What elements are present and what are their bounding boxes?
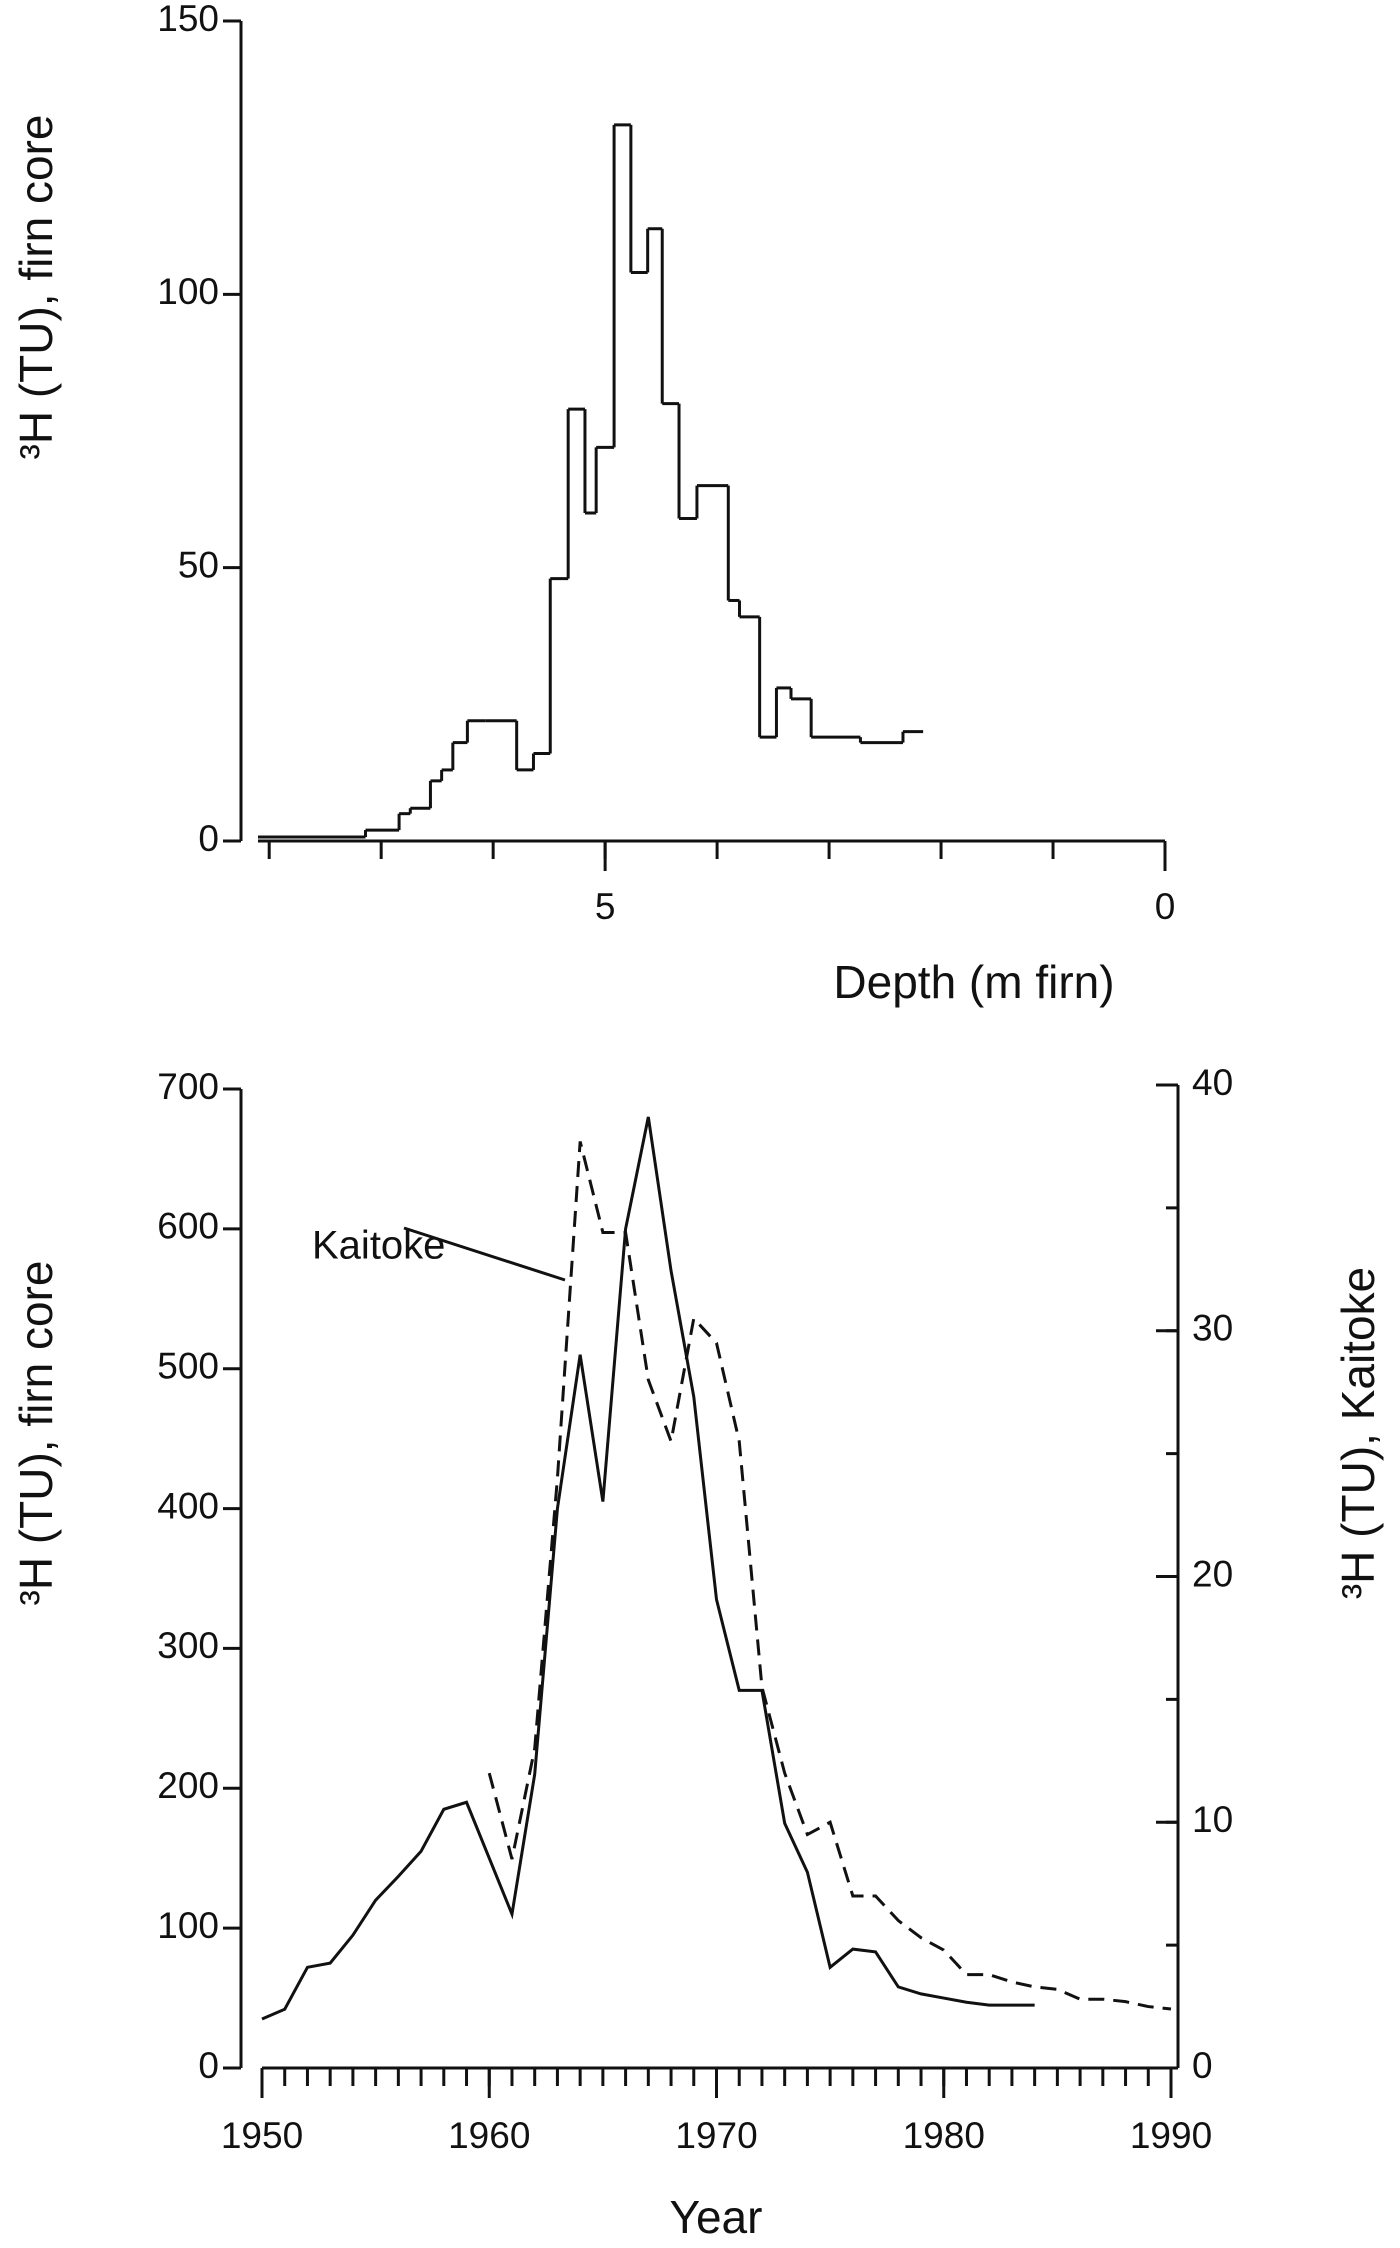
data-line [487, 1141, 1172, 2011]
y2-tick-label: 10 [1192, 1799, 1233, 1840]
x-tick-label: 1960 [448, 2115, 530, 2156]
y-tick-label: 600 [157, 1206, 219, 1247]
y2-tick-label: 0 [1192, 2045, 1213, 2086]
y-axis-title: ³H (TU), firn core [10, 1261, 62, 1606]
y-tick-label: 200 [157, 1765, 219, 1806]
data-line [261, 1116, 1035, 2021]
y-tick-label: 150 [157, 0, 219, 39]
y-tick-label: 500 [157, 1345, 219, 1386]
y-tick-label: 0 [198, 818, 219, 859]
y-tick-label: 400 [157, 1485, 219, 1526]
x-tick-label: 1950 [221, 2115, 303, 2156]
x-tick-label: 1980 [903, 2115, 985, 2156]
x-axis-title: Year [670, 2191, 763, 2243]
y-tick-label: 50 [178, 544, 219, 585]
y2-axis-title: ³H (TU), Kaitoke [1332, 1267, 1384, 1599]
annotation-leader [403, 1226, 566, 1282]
x-tick-label: 0 [1155, 886, 1176, 927]
y2-tick-label: 30 [1192, 1308, 1233, 1349]
x-tick-label: 5 [595, 886, 616, 927]
y-tick-label: 0 [198, 2045, 219, 2086]
x-tick-label: 1970 [675, 2115, 757, 2156]
y-axis-title: ³H (TU), firn core [10, 115, 62, 460]
x-tick-label: 1990 [1130, 2115, 1212, 2156]
y-tick-label: 100 [157, 1905, 219, 1946]
y-tick-label: 300 [157, 1625, 219, 1666]
y-tick-label: 700 [157, 1066, 219, 1107]
y2-tick-label: 20 [1192, 1553, 1233, 1594]
y2-tick-label: 40 [1192, 1062, 1233, 1103]
y-tick-label: 100 [157, 271, 219, 312]
annotation: Kaitoke [312, 1224, 445, 1268]
x-axis-title: Depth (m firn) [833, 956, 1114, 1008]
